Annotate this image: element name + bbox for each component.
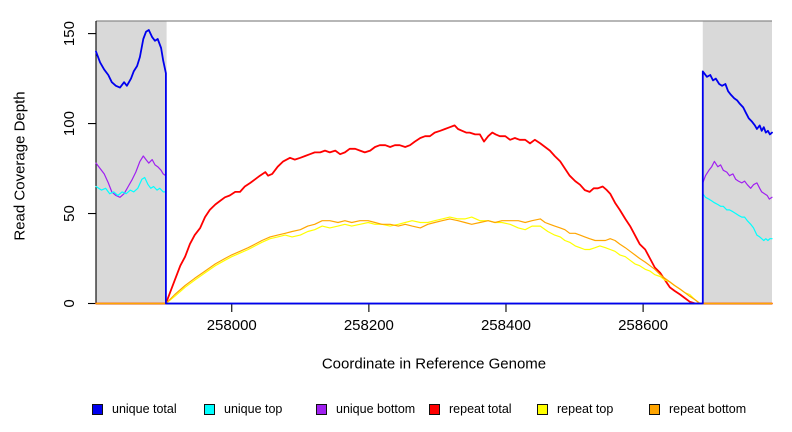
y-axis-title: Read Coverage Depth bbox=[11, 91, 29, 241]
legend-swatch-unique-top bbox=[204, 403, 215, 415]
legend-swatch-unique-bottom bbox=[316, 403, 327, 415]
legend-swatch-repeat-bottom bbox=[649, 403, 660, 415]
y-tick-label: 100 bbox=[61, 111, 78, 136]
x-tick-label: 258600 bbox=[618, 317, 668, 334]
x-tick-label: 258000 bbox=[207, 317, 257, 334]
legend-label-repeat-bottom: repeat bottom bbox=[669, 402, 747, 416]
y-tick-label: 0 bbox=[61, 299, 78, 307]
legend-item-unique-total: unique total bbox=[92, 402, 177, 416]
shaded-region-right-flank bbox=[702, 21, 772, 304]
x-axis-title: Coordinate in Reference Genome bbox=[321, 355, 547, 373]
legend-label-repeat-top: repeat top bbox=[557, 402, 614, 416]
legend-swatch-repeat-top bbox=[537, 403, 548, 415]
legend-label-unique-total: unique total bbox=[112, 402, 177, 416]
x-tick-label: 258400 bbox=[481, 317, 531, 334]
legend-item-unique-bottom: unique bottom bbox=[316, 402, 415, 416]
legend-item-repeat-top: repeat top bbox=[537, 402, 613, 416]
legend-item-repeat-bottom: repeat bottom bbox=[649, 402, 746, 416]
legend: unique total unique top unique bottom re… bbox=[0, 402, 792, 418]
legend-item-unique-top: unique top bbox=[204, 402, 282, 416]
shaded-region-left-flank bbox=[96, 21, 167, 304]
series-line-repeat-bottom bbox=[95, 218, 773, 305]
legend-label-repeat-total: repeat total bbox=[449, 402, 512, 416]
legend-label-unique-top: unique top bbox=[224, 402, 283, 416]
series-line-unique-total bbox=[95, 29, 773, 305]
series-line-unique-top bbox=[95, 176, 773, 305]
series-line-unique-bottom bbox=[95, 155, 773, 305]
legend-swatch-repeat-total bbox=[429, 403, 440, 415]
series-line-repeat-total bbox=[95, 124, 773, 305]
y-tick-label: 50 bbox=[61, 205, 78, 222]
x-tick-label: 258200 bbox=[344, 317, 394, 334]
y-tick-label: 150 bbox=[61, 21, 78, 46]
legend-item-repeat-total: repeat total bbox=[429, 402, 512, 416]
legend-swatch-unique-total bbox=[92, 403, 103, 415]
legend-label-unique-bottom: unique bottom bbox=[336, 402, 416, 416]
series-line-repeat-top bbox=[95, 216, 773, 305]
